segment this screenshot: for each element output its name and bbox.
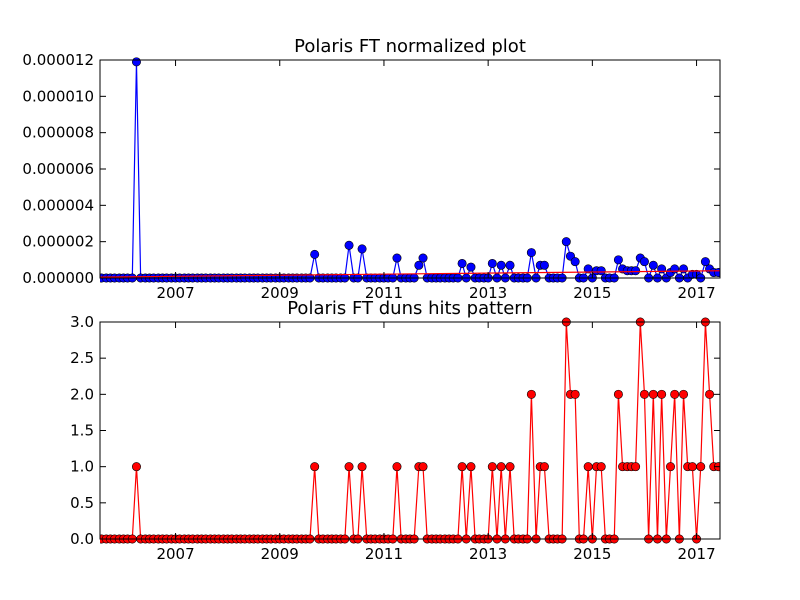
data-point xyxy=(613,389,623,399)
x-tick-label: 2015 xyxy=(573,284,611,302)
axis-ticks: 2007 2009 2011 2013 2015 2017 0.0 0.5 1.0 1.5 2.0 2… xyxy=(70,313,720,563)
x-tick-label: 2009 xyxy=(261,545,299,563)
y-tick-label: 0.5 xyxy=(70,494,94,512)
y-tick-label: 2.0 xyxy=(70,385,94,403)
y-tick-label: 1.5 xyxy=(70,422,94,440)
x-tick-label: 2013 xyxy=(469,284,507,302)
data-point xyxy=(496,260,506,270)
y-tick-label: 0.000002 xyxy=(22,233,94,251)
x-tick-label: 2017 xyxy=(677,545,715,563)
y-tick-label: 0.000006 xyxy=(22,160,94,178)
data-point xyxy=(131,462,141,472)
data-point xyxy=(670,389,680,399)
chart-title: Polaris FT duns hits pattern xyxy=(287,298,533,319)
data-point xyxy=(505,260,515,270)
x-tick-label: 2015 xyxy=(573,545,611,563)
data-point xyxy=(657,389,667,399)
data-point xyxy=(496,462,506,472)
data-point xyxy=(414,260,424,270)
data-point xyxy=(570,257,580,267)
data-point xyxy=(648,260,658,270)
data-point xyxy=(583,462,593,472)
data-point xyxy=(639,389,649,399)
data-point xyxy=(570,389,580,399)
data-point xyxy=(539,260,549,270)
data-point xyxy=(344,462,354,472)
x-tick-label: 2017 xyxy=(677,284,715,302)
x-tick-label: 2007 xyxy=(156,545,194,563)
y-tick-label: 0.000000 xyxy=(22,269,94,287)
data-point xyxy=(705,389,715,399)
data-point xyxy=(613,255,623,265)
data-point xyxy=(357,244,367,254)
data-point xyxy=(344,240,354,250)
data-point xyxy=(487,462,497,472)
axis-ticks: 2007 2009 2011 2013 2015 2017 0.000000 0.000002… xyxy=(22,51,720,302)
data-point xyxy=(418,253,428,263)
y-tick-label: 0.000008 xyxy=(22,124,94,142)
y-tick-label: 0.000012 xyxy=(22,51,94,69)
data-point xyxy=(457,462,467,472)
data-point xyxy=(670,264,680,274)
series-line xyxy=(100,270,720,278)
data-point xyxy=(392,253,402,263)
data-point xyxy=(665,462,675,472)
data-point xyxy=(487,258,497,268)
y-tick-label: 0.0 xyxy=(70,530,94,548)
y-tick-label: 2.5 xyxy=(70,349,94,367)
data-point xyxy=(392,462,402,472)
plot-area xyxy=(100,322,720,539)
data-point xyxy=(131,57,141,67)
data-point xyxy=(505,462,515,472)
data-point xyxy=(310,462,320,472)
data-point xyxy=(639,257,649,267)
x-tick-label: 2007 xyxy=(156,284,194,302)
y-tick-label: 3.0 xyxy=(70,313,94,331)
data-point xyxy=(357,462,367,472)
data-point xyxy=(631,266,641,276)
data-point xyxy=(526,248,536,258)
data-point xyxy=(596,266,606,276)
data-point xyxy=(696,462,706,472)
duns-hits-axes: 2007 2009 2011 2013 2015 2017 0.0 0.5 1.0 1.5 2.0 2… xyxy=(70,298,721,563)
chart-title: Polaris FT normalized plot xyxy=(294,36,526,57)
data-point xyxy=(631,462,641,472)
plot-area xyxy=(100,60,720,278)
y-tick-label: 1.0 xyxy=(70,458,94,476)
data-point xyxy=(466,462,476,472)
data-point xyxy=(596,462,606,472)
x-tick-label: 2011 xyxy=(365,284,403,302)
y-tick-label: 0.000004 xyxy=(22,196,94,214)
y-tick-label: 0.000010 xyxy=(22,87,94,105)
data-point xyxy=(457,258,467,268)
data-point xyxy=(526,389,536,399)
data-point xyxy=(466,262,476,272)
data-point xyxy=(679,389,689,399)
data-point xyxy=(713,268,720,278)
normalized-plot-axes: 2007 2009 2011 2013 2015 2017 0.000000 0.000002… xyxy=(22,36,721,302)
data-point xyxy=(648,389,658,399)
data-point xyxy=(539,462,549,472)
data-point xyxy=(310,249,320,259)
data-point xyxy=(700,257,710,267)
x-tick-label: 2009 xyxy=(261,284,299,302)
data-point xyxy=(561,237,571,247)
x-tick-label: 2013 xyxy=(469,545,507,563)
data-point xyxy=(679,264,689,274)
x-tick-label: 2011 xyxy=(365,545,403,563)
data-point xyxy=(418,462,428,472)
data-point xyxy=(583,264,593,274)
data-point xyxy=(687,462,697,472)
